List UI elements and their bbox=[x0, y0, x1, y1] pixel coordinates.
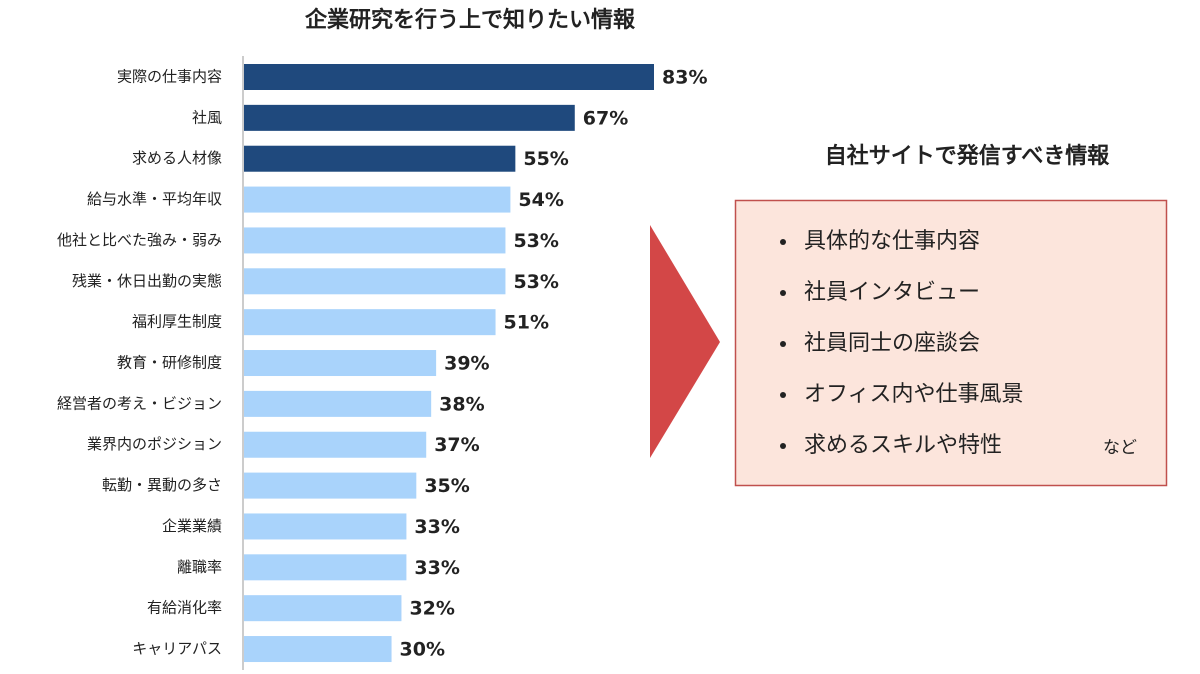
bullet bbox=[780, 392, 786, 398]
bar bbox=[244, 431, 427, 458]
value-label: 30% bbox=[400, 639, 445, 661]
panel-item: 求めるスキルや特性 bbox=[804, 433, 1002, 458]
bar bbox=[244, 309, 496, 336]
panel-note: など bbox=[1103, 438, 1137, 458]
value-label: 38% bbox=[439, 393, 484, 415]
bar bbox=[244, 145, 516, 172]
category-label: 転勤・異動の多さ bbox=[102, 476, 222, 494]
value-label: 51% bbox=[504, 312, 549, 334]
bar bbox=[244, 227, 506, 254]
bullet bbox=[780, 443, 786, 449]
bullet bbox=[780, 239, 786, 245]
bullet bbox=[780, 341, 786, 347]
bar bbox=[244, 350, 437, 377]
bar bbox=[244, 554, 407, 581]
value-label: 53% bbox=[513, 271, 558, 293]
panel-title: 自社サイトで発信すべき情報 bbox=[825, 143, 1110, 169]
value-label: 53% bbox=[513, 230, 558, 252]
panel-item: 具体的な仕事内容 bbox=[804, 229, 980, 254]
bullet bbox=[780, 290, 786, 296]
value-label: 35% bbox=[424, 475, 469, 497]
value-label: 67% bbox=[583, 107, 628, 129]
bar bbox=[244, 390, 432, 417]
category-label: 実際の仕事内容 bbox=[117, 68, 222, 86]
panel-box bbox=[734, 199, 1168, 487]
value-label: 39% bbox=[444, 353, 489, 375]
bar bbox=[244, 472, 417, 499]
category-label: 教育・研修制度 bbox=[117, 354, 222, 372]
category-label: 社風 bbox=[192, 108, 222, 126]
bar bbox=[244, 595, 402, 622]
value-label: 33% bbox=[414, 516, 459, 538]
category-label: 他社と比べた強み・弱み bbox=[57, 231, 222, 249]
value-label: 55% bbox=[523, 148, 568, 170]
bar bbox=[244, 64, 654, 90]
category-label: 残業・休日出勤の実態 bbox=[72, 272, 222, 290]
bar bbox=[244, 636, 392, 663]
value-label: 33% bbox=[414, 557, 459, 579]
panel-item: オフィス内や仕事風景 bbox=[804, 382, 1024, 407]
category-label: 福利厚生制度 bbox=[132, 313, 222, 331]
bar bbox=[244, 513, 407, 540]
category-label: 経営者の考え・ビジョン bbox=[57, 394, 222, 412]
bar bbox=[244, 268, 506, 295]
category-label: 求める人材像 bbox=[132, 149, 222, 167]
category-label: 有給消化率 bbox=[147, 599, 222, 617]
value-label: 54% bbox=[518, 189, 563, 211]
category-label: 業界内のポジション bbox=[87, 435, 222, 453]
panel-item: 社員インタビュー bbox=[804, 280, 980, 305]
chart-title: 企業研究を行う上で知りたい情報 bbox=[304, 7, 636, 33]
value-label: 37% bbox=[434, 434, 479, 456]
arrow bbox=[650, 225, 720, 458]
bar bbox=[244, 186, 511, 213]
panel-item: 社員同士の座談会 bbox=[804, 331, 980, 356]
category-label: 給与水準・平均年収 bbox=[87, 190, 222, 208]
category-label: キャリアパス bbox=[132, 640, 222, 658]
value-label: 83% bbox=[662, 67, 707, 89]
category-label: 企業業績 bbox=[162, 517, 222, 535]
category-label: 離職率 bbox=[177, 558, 222, 576]
bar bbox=[244, 104, 575, 131]
value-label: 32% bbox=[409, 598, 454, 620]
